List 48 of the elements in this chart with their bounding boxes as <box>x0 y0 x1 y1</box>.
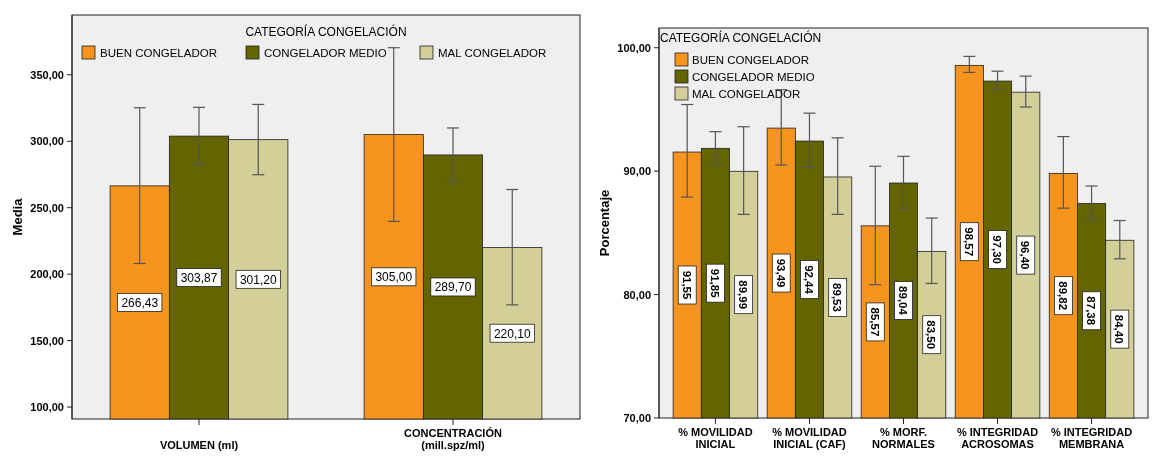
legend-label: BUEN CONGELADOR <box>692 54 809 66</box>
y-tick-label: 200,00 <box>30 268 64 281</box>
y-tick-label: 250,00 <box>30 201 64 214</box>
data-label: 85,57 <box>868 307 881 337</box>
y-tick-label: 70,00 <box>623 412 651 424</box>
y-axis-title: Media <box>10 197 25 236</box>
x-tick-label: % MOVILIDAD INICIAL <box>678 426 753 450</box>
x-tick-label: CONCENTRACIÓN (mill.spz/ml) <box>404 427 502 451</box>
legend-label: CONGELADOR MEDIO <box>692 71 815 83</box>
y-tick-label: 90,00 <box>623 165 651 178</box>
legend-title: CATEGORÍA CONGELACIÓN <box>660 30 822 45</box>
data-label: 220,10 <box>493 326 531 341</box>
data-label: 89,82 <box>1056 281 1069 311</box>
y-tick-label: 100,00 <box>617 41 651 54</box>
data-label: 87,38 <box>1085 296 1098 326</box>
data-label: 91,85 <box>708 268 721 299</box>
x-tick-label: VOLUMEN (ml) <box>159 439 239 451</box>
data-label: 266,43 <box>121 295 159 310</box>
y-tick-label: 100,00 <box>30 401 64 414</box>
data-label: 89,53 <box>831 283 844 312</box>
data-label: 91,55 <box>680 270 693 301</box>
x-tick-label: % MORF. NORMALES <box>872 426 935 450</box>
x-tick-label: % MOVILIDAD INICIAL (CAF) <box>772 426 847 450</box>
data-label: 89,99 <box>737 280 750 310</box>
data-label: 98,57 <box>962 227 975 257</box>
y-tick-label: 300,00 <box>30 135 64 148</box>
legend-label: MAL CONGELADOR <box>692 88 801 100</box>
y-axis-title: Porcentaje <box>597 189 612 257</box>
legend-label: CONGELADOR MEDIO <box>264 47 387 59</box>
data-label: 92,44 <box>802 265 815 295</box>
y-tick-label: 150,00 <box>30 334 64 347</box>
data-label: 289,70 <box>434 280 472 295</box>
data-label: 89,04 <box>897 286 909 316</box>
legend-label: BUEN CONGELADOR <box>100 47 217 59</box>
y-tick-label: 80,00 <box>623 288 651 301</box>
data-label: 84,40 <box>1113 314 1126 344</box>
data-label: 97,30 <box>991 235 1004 264</box>
legend-label: MAL CONGELADOR <box>438 47 547 59</box>
data-label: 305,00 <box>375 270 413 285</box>
data-label: 301,20 <box>239 272 277 287</box>
data-label: 303,87 <box>180 271 218 286</box>
x-tick-label: % INTEGRIDAD ACROSOMAS <box>956 426 1039 450</box>
data-label: 96,40 <box>1019 240 1032 270</box>
legend-title: CATEGORÍA CONGELACIÓN <box>245 24 407 39</box>
data-label: 93,49 <box>774 258 787 288</box>
data-label: 83,50 <box>925 320 938 350</box>
x-tick-label: % INTEGRIDAD MEMBRANA <box>1050 426 1133 450</box>
y-tick-label: 350,00 <box>30 68 64 81</box>
